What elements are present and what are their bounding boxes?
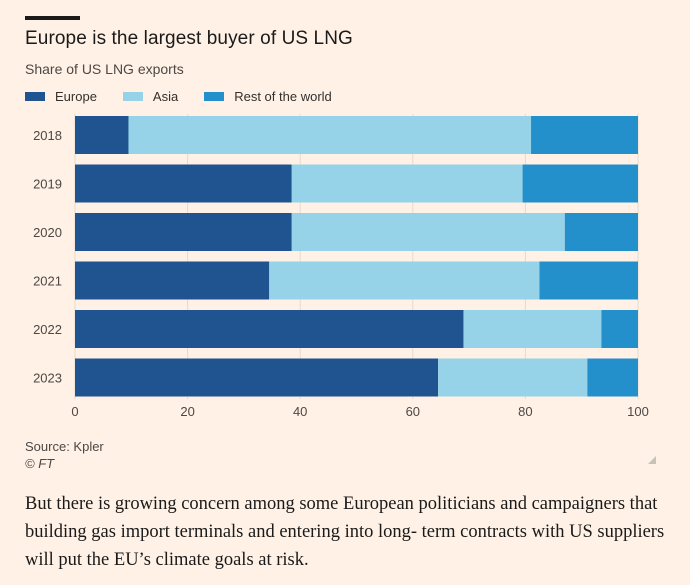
y-tick-label: 2021 xyxy=(33,274,62,289)
bar-europe-2022 xyxy=(75,310,464,348)
bar-asia-2020 xyxy=(291,213,565,251)
bar-europe-2018 xyxy=(75,116,129,154)
y-tick-label: 2023 xyxy=(33,371,62,386)
title-accent-bar xyxy=(25,16,80,20)
legend-label-rest-of-world: Rest of the world xyxy=(234,89,332,104)
x-tick-label: 20 xyxy=(180,404,194,419)
bar-rest-of-the-world-2019 xyxy=(522,164,638,203)
y-tick-label: 2020 xyxy=(33,225,62,240)
x-tick-label: 40 xyxy=(293,404,307,419)
bar-asia-2023 xyxy=(438,358,588,397)
legend-item-asia: Asia xyxy=(122,89,179,104)
x-tick-label: 100 xyxy=(627,404,649,419)
y-tick-label: 2022 xyxy=(33,322,62,337)
stacked-bar-chart: 0 20 40 60 80 100 2018 2019 2020 2021 2022 2023 xyxy=(33,114,649,419)
y-tick-label: 2018 xyxy=(33,128,62,143)
bar-rest-of-the-world-2021 xyxy=(539,261,638,300)
legend-item-rest-of-world: Rest of the world xyxy=(204,89,332,104)
chart-title: Europe is the largest buyer of US LNG xyxy=(25,28,353,49)
source-note: Source: Kpler xyxy=(25,439,104,454)
ft-credit: © FT xyxy=(25,456,55,471)
x-tick-label: 0 xyxy=(71,404,78,419)
bar-asia-2018 xyxy=(128,116,532,154)
bar-rest-of-the-world-2018 xyxy=(531,116,638,154)
chart-subtitle: Share of US LNG exports xyxy=(25,61,184,77)
x-tick-label: 60 xyxy=(406,404,420,419)
bar-europe-2023 xyxy=(75,358,439,397)
legend-label-asia: Asia xyxy=(152,89,179,104)
bar-europe-2021 xyxy=(75,261,270,300)
x-tick-label: 80 xyxy=(518,404,532,419)
legend-swatch-europe xyxy=(25,92,45,101)
y-tick-label: 2019 xyxy=(33,177,62,192)
bar-rest-of-the-world-2022 xyxy=(601,310,638,348)
legend-item-europe: Europe xyxy=(25,89,97,104)
bar-asia-2019 xyxy=(291,164,523,203)
legend: Europe Asia Rest of the world xyxy=(25,89,358,104)
bar-europe-2020 xyxy=(75,213,292,251)
article-paragraph: But there is growing concern among some … xyxy=(25,494,665,570)
bar-asia-2021 xyxy=(269,261,540,300)
bar-asia-2022 xyxy=(463,310,602,348)
legend-swatch-rest-of-world xyxy=(204,92,225,101)
legend-swatch-asia xyxy=(122,92,143,101)
bar-europe-2019 xyxy=(75,164,292,203)
legend-label-europe: Europe xyxy=(55,89,97,104)
resize-handle-icon[interactable] xyxy=(648,456,656,464)
bar-rest-of-the-world-2020 xyxy=(564,213,638,251)
bar-rest-of-the-world-2023 xyxy=(587,358,638,397)
